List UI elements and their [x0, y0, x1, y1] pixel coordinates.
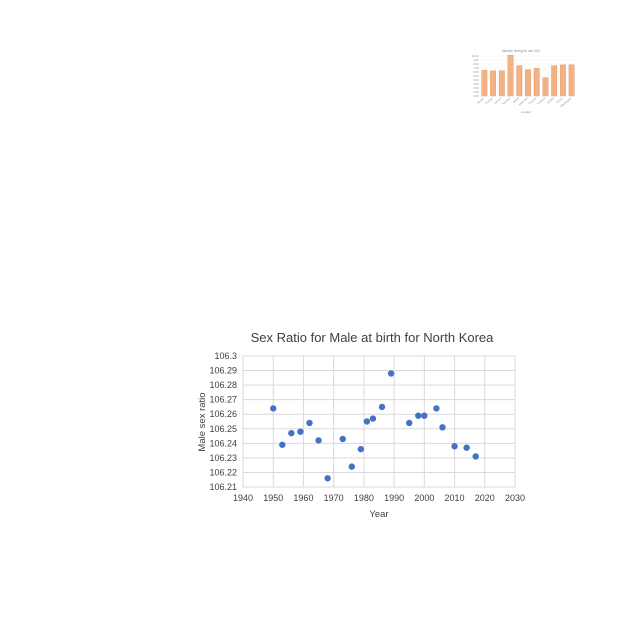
data-point	[415, 412, 422, 419]
x-tick-label: 1980	[354, 493, 374, 503]
data-point	[439, 424, 446, 431]
data-point	[406, 419, 413, 427]
data-point	[270, 405, 277, 412]
y-tick-label: 106.26	[209, 409, 237, 419]
y-tick-label: 106.27	[209, 395, 237, 405]
data-point	[369, 415, 377, 422]
data-point	[297, 428, 304, 435]
y-tick-label: 106.25	[209, 424, 237, 434]
y-tick-label: 106.29	[209, 366, 237, 376]
data-point	[421, 412, 428, 419]
x-tick-label: 1940	[233, 493, 253, 503]
y-tick-label: 106.3	[214, 351, 237, 361]
y-tick-label: 106.22	[209, 467, 237, 477]
x-axis-title: Year	[369, 509, 388, 520]
x-tick-label: 2010	[445, 493, 465, 503]
data-point	[324, 475, 331, 482]
x-tick-label: 2030	[505, 493, 525, 503]
data-point	[378, 403, 386, 411]
y-tick-label: 106.24	[209, 438, 237, 448]
x-tick-label: 2020	[475, 493, 495, 503]
data-point	[472, 453, 479, 460]
y-tick-label: 106.21	[209, 482, 237, 492]
chart-title: Sex Ratio for Male at birth for North Ko…	[251, 330, 495, 345]
data-point	[357, 445, 365, 453]
x-tick-label: 1950	[263, 493, 283, 503]
x-tick-label: 1990	[384, 493, 404, 503]
data-point	[339, 435, 346, 443]
data-point	[348, 463, 355, 470]
data-point	[451, 443, 458, 450]
y-tick-label: 106.28	[209, 380, 237, 390]
x-tick-label: 2000	[414, 493, 434, 503]
x-tick-label: 1960	[293, 493, 313, 503]
data-point	[387, 370, 395, 377]
data-point	[315, 437, 322, 444]
data-point	[288, 429, 295, 437]
y-tick-label: 106.23	[209, 453, 237, 463]
x-tick-label: 1970	[324, 493, 344, 503]
data-point	[363, 418, 371, 425]
data-point	[279, 441, 286, 448]
data-point	[306, 419, 313, 427]
data-point	[433, 405, 440, 412]
y-axis-title: Male sex ratio	[197, 392, 208, 451]
plot-area-border	[242, 355, 516, 488]
data-point	[463, 444, 470, 451]
